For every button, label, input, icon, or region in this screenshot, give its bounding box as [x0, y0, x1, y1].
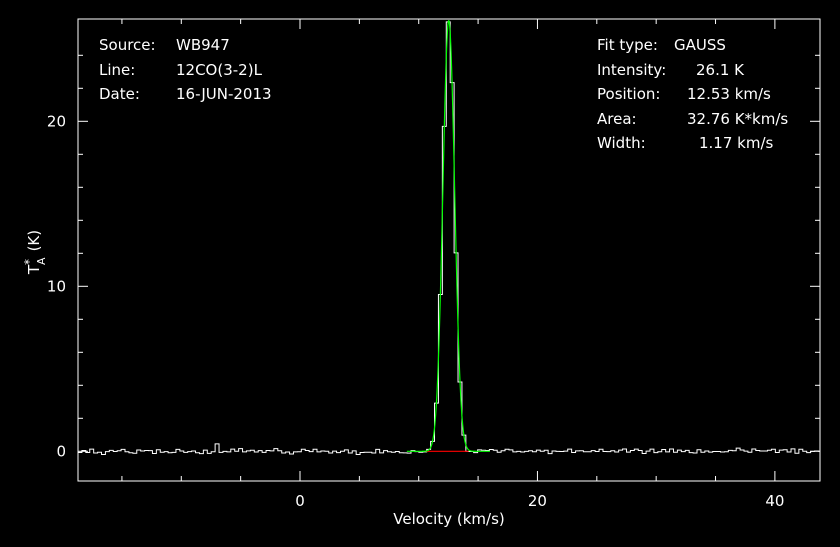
date-value: 16-JUN-2013 — [176, 85, 272, 103]
source-label: Source: — [99, 36, 156, 54]
fit-type-value: GAUSS — [674, 36, 726, 54]
area-label: Area: — [597, 110, 637, 128]
line-label: Line: — [99, 61, 136, 79]
width-label: Width: — [597, 134, 646, 152]
spectrum-histogram — [78, 21, 820, 455]
fit-type-label: Fit type: — [597, 36, 658, 54]
y-tick-label: 0 — [56, 442, 66, 460]
y-tick-label: 10 — [47, 277, 66, 295]
y-axis-label: T*A(K) — [22, 230, 48, 275]
svg-text:T*A(K): T*A(K) — [22, 230, 48, 275]
line-value: 12CO(3-2)L — [176, 61, 262, 79]
x-tick-label: 20 — [528, 492, 547, 510]
x-tick-label: 40 — [765, 492, 784, 510]
position-label: Position: — [597, 85, 661, 103]
date-label: Date: — [99, 85, 140, 103]
area-value: 32.76 K*km/s — [687, 110, 789, 128]
axis-ticks — [78, 19, 820, 481]
position-value: 12.53 km/s — [687, 85, 771, 103]
x-tick-label: 0 — [295, 492, 305, 510]
intensity-label: Intensity: — [597, 61, 667, 79]
axis-tick-labels: 0 20 40 0 10 20 — [47, 112, 785, 510]
x-axis-label: Velocity (km/s) — [393, 510, 504, 528]
plot-frame — [77, 18, 821, 482]
source-value: WB947 — [176, 36, 230, 54]
intensity-value: 26.1 K — [696, 61, 745, 79]
y-tick-label: 20 — [47, 112, 66, 130]
gaussian-fit-line — [406, 20, 490, 452]
width-value: 1.17 km/s — [699, 134, 774, 152]
series-layer — [78, 20, 820, 455]
